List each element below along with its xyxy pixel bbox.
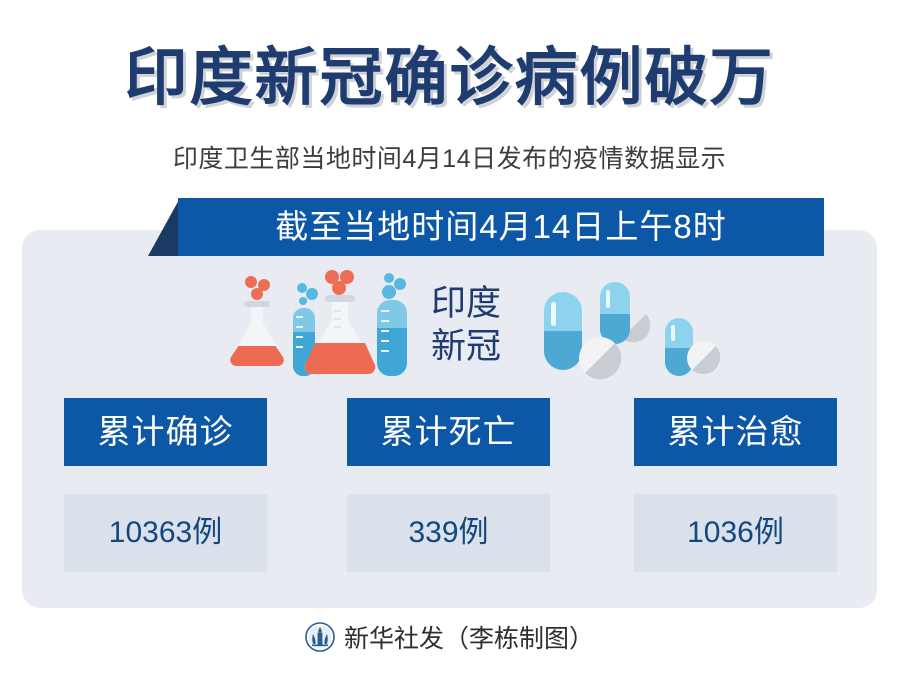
stat-value: 339例 bbox=[347, 494, 550, 572]
stat-value: 1036例 bbox=[634, 494, 837, 572]
footer-credit: 新华社发（李栋制图） bbox=[343, 625, 594, 653]
stat-deaths: 累计死亡 339例 bbox=[347, 398, 550, 572]
pills-capsule-icon bbox=[522, 274, 722, 389]
center-label-line1: 印度 bbox=[430, 284, 501, 323]
stat-recovered: 累计治愈 1036例 bbox=[634, 398, 837, 572]
stat-label: 累计确诊 bbox=[64, 398, 267, 466]
stat-confirmed: 累计确诊 10363例 bbox=[64, 398, 267, 572]
illustration-center-label: 印度 新冠 bbox=[396, 282, 536, 368]
banner-angled-tab bbox=[148, 198, 180, 256]
page-subtitle: 印度卫生部当地时间4月14日发布的疫情数据显示 bbox=[172, 145, 727, 173]
stat-label: 累计治愈 bbox=[634, 398, 837, 466]
banner-background bbox=[178, 198, 824, 256]
banner-label: 截至当地时间4月14日上午8时 bbox=[275, 208, 727, 245]
lab-flask-icon bbox=[207, 270, 407, 387]
stats-row: 累计确诊 10363例 累计死亡 339例 累计治愈 1036例 bbox=[22, 398, 877, 573]
date-banner: 截至当地时间4月14日上午8时 bbox=[148, 198, 824, 256]
illustration-row bbox=[22, 262, 877, 392]
footer: 新华社发（李栋制图） bbox=[0, 618, 899, 660]
stat-label: 累计死亡 bbox=[347, 398, 550, 466]
stat-value: 10363例 bbox=[64, 494, 267, 572]
center-label-line2: 新冠 bbox=[430, 327, 501, 366]
xinhua-logo-icon bbox=[305, 621, 335, 657]
page-title: 印度新冠确诊病例破万 bbox=[124, 43, 775, 113]
